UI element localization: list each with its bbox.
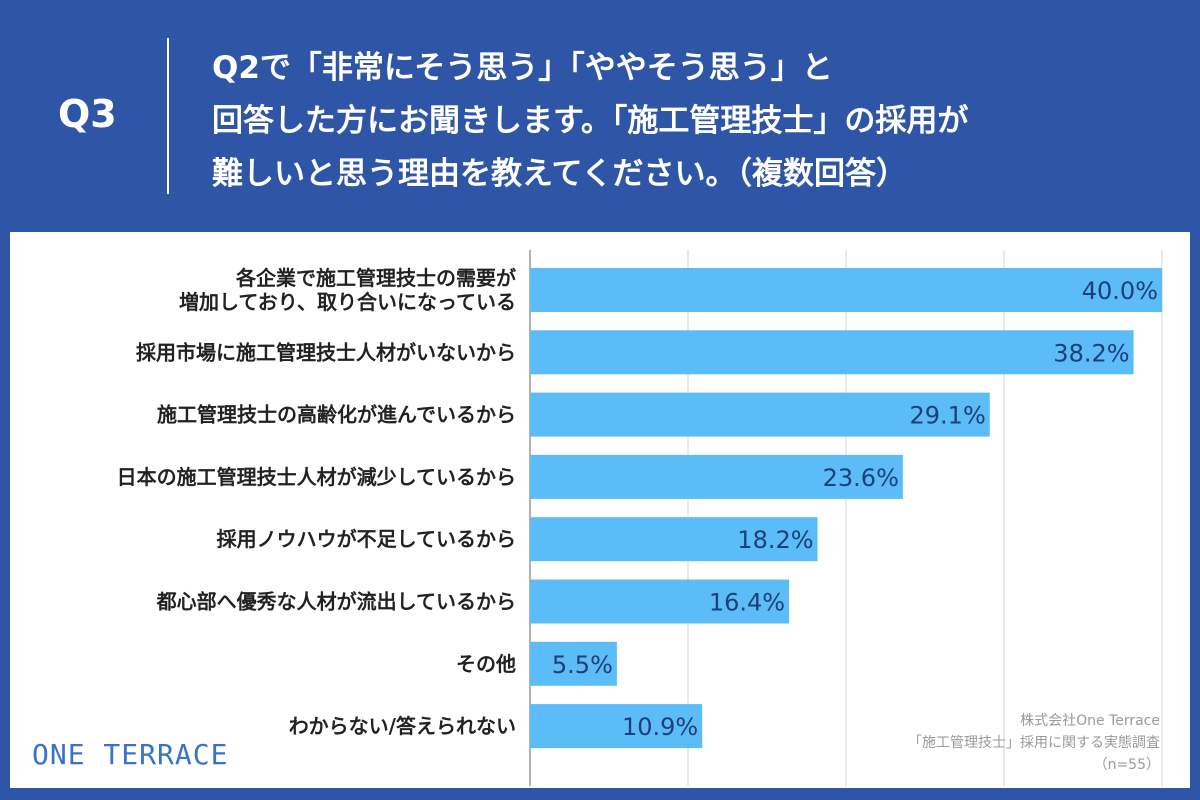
bar [530,330,1134,375]
category-label: わからない/答えられない [289,714,516,738]
header: Q3 Q2で「非常にそう思う」「ややそう思う」と 回答した方にお聞きします。「施… [0,0,1200,232]
value-label: 18.2% [737,526,813,554]
bar [530,392,990,437]
category-label: 日本の施工管理技士人材が減少しているから [117,465,516,489]
bar [530,454,903,499]
question-line-1: Q2で「非常にそう思う」「ややそう思う」と [212,50,833,86]
credit-sample-size: （n=55） [1094,757,1160,773]
bar [530,517,818,562]
category-label: 都心部へ優秀な人材が流出しているから [156,590,516,614]
bar [530,704,703,749]
value-label: 16.4% [709,589,785,617]
category-label: 採用市場に施工管理技士人材がいないから [136,340,516,364]
category-label: 採用ノウハウが不足しているから [217,527,516,551]
bar [530,641,617,686]
category-label: 増加しており、取り合いになっている [179,290,516,314]
value-label: 10.9% [622,713,698,741]
header-divider [167,38,169,194]
credit-company: 株式会社One Terrace [1020,713,1160,729]
bar [530,268,1162,312]
value-label: 5.5% [552,651,613,679]
value-label: 23.6% [823,464,899,492]
category-label: その他 [456,652,516,676]
category-label: 各企業で施工管理技士の需要が [235,266,516,290]
question-number: Q3 [58,92,117,136]
question-line-3: 難しいと思う理由を教えてください。（複数回答） [212,156,908,192]
one-terrace-logo: ONE TERRACE [32,738,228,771]
value-label: 40.0% [1082,277,1158,305]
question-line-2: 回答した方にお聞きします。「施工管理技士」の採用が [212,103,969,139]
value-label: 38.2% [1053,339,1129,367]
value-label: 29.1% [910,402,986,430]
chart-panel: 40.0% 各企業で施工管理技士の需要が 増加しており、取り合いになっている 38.2… [10,232,1190,788]
bar [530,579,790,624]
question-text: Q2で「非常にそう思う」「ややそう思う」と 回答した方にお聞きします。「施工管理… [212,42,1172,201]
credit-survey: 「施工管理技士」採用に関する実態調査 [908,735,1160,751]
category-label: 施工管理技士の高齢化が進んでいるから [157,403,516,427]
